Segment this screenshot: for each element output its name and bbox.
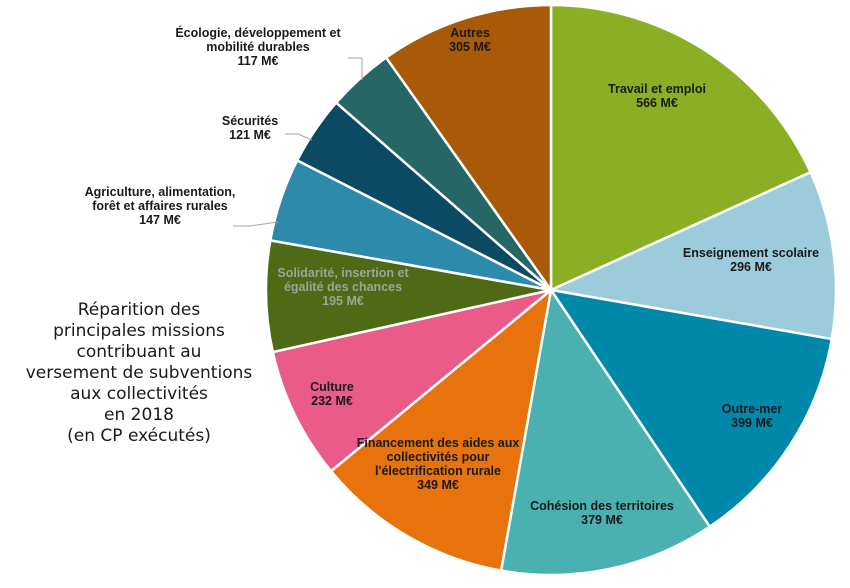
- slice-value-label: 117 M€: [237, 54, 278, 68]
- slice-value-label: 379 M€: [581, 513, 623, 527]
- pie-slice: [549, 171, 838, 341]
- slice-label: Outre-mer 399 M€: [722, 402, 783, 430]
- leader-lines: [233, 57, 363, 227]
- chart-title-line: en 2018: [104, 405, 174, 425]
- slice-name-label: Culture: [310, 380, 354, 394]
- slice-name-label: Cohésion des territoires: [530, 499, 674, 513]
- leader-line: [348, 57, 363, 80]
- slice-label: Culture 232 M€: [310, 380, 354, 408]
- chart-title: Réparition des principales missions cont…: [10, 300, 268, 447]
- slice-label: Solidarité, insertion et égalité des chan…: [277, 266, 409, 308]
- slice-label: Autres 305 M€: [449, 26, 491, 54]
- slice-name-label: collectivités pour: [387, 450, 490, 464]
- slice-name-label: Écologie, développement et: [175, 25, 341, 40]
- slice-label: Travail et emploi 566 M€: [608, 82, 706, 110]
- slice-name-label: mobilité durables: [206, 40, 310, 54]
- slice-value-label: 305 M€: [449, 40, 491, 54]
- pie-slice: [499, 288, 711, 577]
- slice-labels: Travail et emploi 566 M€ Enseignement scol…: [85, 25, 819, 527]
- slice-value-label: 566 M€: [636, 96, 678, 110]
- slice-value-label: 296 M€: [730, 260, 772, 274]
- slice-value-label: 147 M€: [139, 213, 181, 227]
- pie-slices: [264, 3, 838, 577]
- slice-label: Sécurités 121 M€: [222, 114, 278, 142]
- slice-name-label: Sécurités: [222, 114, 278, 128]
- pie-slice: [549, 3, 812, 292]
- slice-name-label: Agriculture, alimentation,: [85, 185, 236, 199]
- slice-value-label: 232 M€: [311, 394, 353, 408]
- slice-name-label: l'électrification rurale: [375, 464, 501, 478]
- slice-value-label: 349 M€: [417, 478, 459, 492]
- slice-name-label: Outre-mer: [722, 402, 783, 416]
- slice-name-label: égalité des chances: [284, 280, 402, 294]
- chart-title-line: versement de subventions: [25, 363, 253, 383]
- slice-name-label: Autres: [450, 26, 490, 40]
- slice-value-label: 121 M€: [229, 128, 271, 142]
- pie-slice: [549, 288, 833, 528]
- pie-slice: [329, 288, 553, 572]
- leader-line: [233, 221, 279, 227]
- slice-label: Financement des aides aux collectivités p…: [357, 436, 520, 492]
- slice-label: Cohésion des territoires 379 M€: [530, 499, 674, 527]
- chart-title-line: Réparition des: [77, 300, 201, 320]
- slice-name-label: Solidarité, insertion et: [277, 266, 409, 280]
- slice-name-label: Travail et emploi: [608, 82, 706, 96]
- slice-label: Enseignement scolaire 296 M€: [683, 246, 819, 274]
- chart-title-line: (en CP exécutés): [67, 426, 211, 446]
- slice-name-label: Financement des aides aux: [357, 436, 520, 450]
- slice-value-label: 195 M€: [322, 294, 364, 308]
- pie-slice: [384, 3, 553, 292]
- chart-title-line: aux collectivités: [70, 384, 208, 404]
- slice-name-label: forêt et affaires rurales: [92, 199, 228, 213]
- slice-label: Agriculture, alimentation, forêt et affai…: [85, 185, 236, 227]
- chart-title-line: contribuant au: [76, 342, 202, 362]
- slice-label: Écologie, développement et mobilité durab…: [175, 25, 341, 68]
- slice-name-label: Enseignement scolaire: [683, 246, 819, 260]
- chart-title-line: principales missions: [53, 321, 225, 341]
- pie-slice: [271, 288, 553, 473]
- slice-value-label: 399 M€: [731, 416, 773, 430]
- leader-line: [285, 133, 313, 141]
